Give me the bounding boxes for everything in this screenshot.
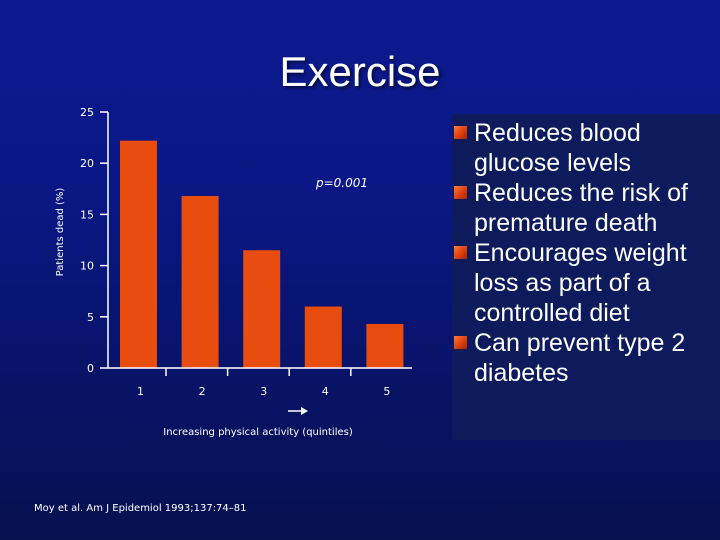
bullet-item: Can prevent type 2 diabetes xyxy=(452,328,720,388)
arrow-head xyxy=(301,407,308,415)
bar xyxy=(243,250,281,368)
bullet-text: Encourages weight loss as part of a cont… xyxy=(474,239,687,327)
bar-chart: 0 5 10 15 20 25 1 2 3 4 5 Patients dead (%) Incre… xyxy=(55,106,404,438)
y-axis-title: Patients dead (%) xyxy=(55,188,66,277)
bullet-text: Reduces blood glucose levels xyxy=(474,119,641,177)
bullet-item: Reduces the risk of premature death xyxy=(452,178,720,238)
y-tick-label: 10 xyxy=(80,260,94,273)
y-tick-label: 25 xyxy=(80,106,94,119)
x-tick-label: 3 xyxy=(260,385,267,398)
y-tick-label: 5 xyxy=(87,311,94,324)
bullet-item: Reduces blood glucose levels xyxy=(452,118,720,178)
x-tick-label: 1 xyxy=(137,385,144,398)
bullet-square-icon xyxy=(454,186,467,199)
x-tick-label: 4 xyxy=(322,385,329,398)
x-axis-title: Increasing physical activity (quintiles) xyxy=(163,427,353,438)
bullet-square-icon xyxy=(454,126,467,139)
x-axis-ticks: 1 2 3 4 5 xyxy=(137,368,390,398)
x-tick-label: 5 xyxy=(383,385,390,398)
bullet-list: Reduces blood glucose levels Reduces the… xyxy=(452,118,720,388)
y-tick-label: 20 xyxy=(80,157,94,170)
bars xyxy=(120,140,404,368)
bar xyxy=(120,140,157,368)
bar xyxy=(366,323,404,368)
x-axis-arrow xyxy=(288,407,308,415)
x-tick-label: 2 xyxy=(199,385,206,398)
slide-title: Exercise xyxy=(279,48,441,95)
key-points-panel: Reduces blood glucose levels Reduces the… xyxy=(452,114,720,440)
bar xyxy=(181,195,219,368)
y-axis-ticks: 0 5 10 15 20 25 xyxy=(80,106,108,375)
bar xyxy=(304,306,342,368)
citation: Moy et al. Am J Epidemiol 1993;137:74–81 xyxy=(34,503,247,514)
y-tick-label: 15 xyxy=(80,208,94,221)
p-value-annotation: p=0.001 xyxy=(315,176,368,190)
bullet-text: Reduces the risk of premature death xyxy=(474,179,688,237)
bullet-square-icon xyxy=(454,246,467,259)
bullet-text: Can prevent type 2 diabetes xyxy=(474,329,686,387)
bullet-square-icon xyxy=(454,336,467,349)
bullet-item: Encourages weight loss as part of a cont… xyxy=(452,238,720,328)
y-tick-label: 0 xyxy=(87,362,94,375)
